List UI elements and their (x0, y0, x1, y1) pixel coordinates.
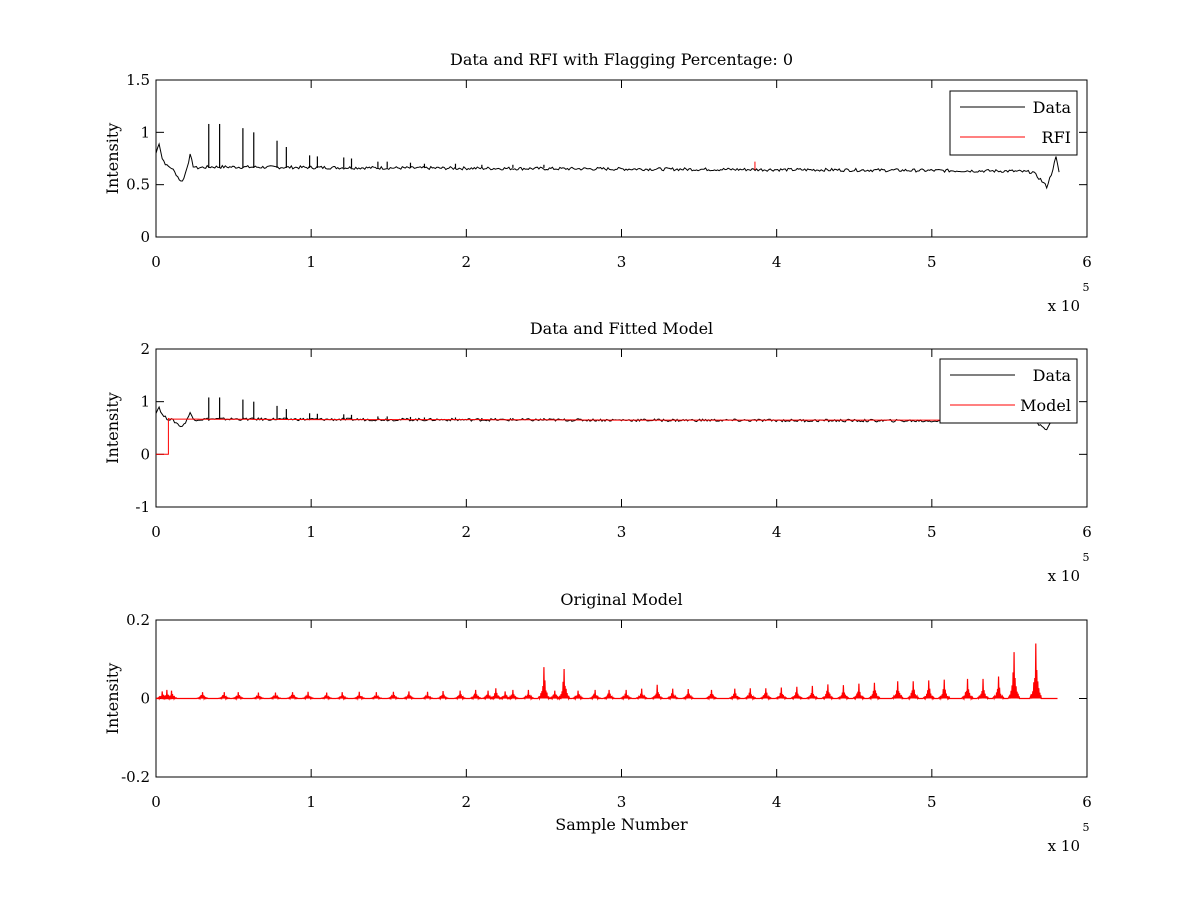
x-tick-label: 3 (617, 253, 627, 271)
x-tick-label: 4 (772, 253, 782, 271)
x-multiplier-exponent: 5 (1083, 821, 1090, 834)
legend: Data RFI (949, 90, 1078, 156)
plot-area (155, 348, 1088, 508)
y-axis-label: Intensity (103, 663, 122, 735)
x-tick-label: 0 (151, 793, 161, 811)
legend-box (949, 90, 1078, 156)
x-tick-label: 6 (1082, 523, 1092, 541)
x-tick-label: 3 (617, 523, 627, 541)
y-tick-label: -0.2 (121, 768, 150, 786)
legend-box (939, 358, 1078, 424)
x-tick-label: 6 (1082, 793, 1092, 811)
chart-panel-1: Data and RFI with Flagging Percentage: 0… (103, 50, 1092, 315)
x-multiplier-exponent: 5 (1083, 281, 1090, 294)
x-tick-label: 5 (927, 793, 937, 811)
legend-entry: Data (1033, 98, 1072, 117)
plot-lines (156, 397, 1060, 455)
x-axis-label: Sample Number (555, 815, 688, 834)
x-tick-label: 1 (306, 523, 316, 541)
y-tick-label: 1.5 (126, 71, 150, 89)
x-tick-label: 5 (927, 253, 937, 271)
legend: Data Model (939, 358, 1078, 424)
legend-entry: RFI (1042, 128, 1071, 147)
series-line-model (156, 643, 1058, 701)
x-multiplier: x 10 (1048, 837, 1080, 855)
x-tick-label: 0 (151, 523, 161, 541)
legend-entry: Data (1033, 366, 1072, 385)
y-tick-label: 1 (140, 123, 150, 141)
x-tick-label: 2 (462, 523, 472, 541)
y-axis-label: Intensity (103, 123, 122, 195)
y-tick-label: 0 (140, 445, 150, 463)
y-axis-label: Intensity (103, 392, 122, 464)
series-line-data (156, 142, 1060, 190)
y-tick-label: 0 (140, 690, 150, 708)
plot-area (155, 79, 1088, 238)
x-tick-label: 1 (306, 793, 316, 811)
y-tick-label: 2 (140, 340, 150, 358)
chart-panel-3: Original Model Intensity Sample Number 0 1 2 3… (103, 590, 1092, 855)
x-tick-label: 1 (306, 253, 316, 271)
x-tick-label: 2 (462, 793, 472, 811)
x-tick-label: 6 (1082, 253, 1092, 271)
x-tick-label: 5 (927, 523, 937, 541)
chart-title: Data and RFI with Flagging Percentage: 0 (450, 50, 793, 69)
x-tick-label: 0 (151, 253, 161, 271)
legend-entry: Model (1020, 396, 1071, 415)
y-tick-label: 1 (140, 393, 150, 411)
y-tick-label: 0.5 (126, 176, 150, 194)
x-tick-label: 4 (772, 523, 782, 541)
chart-title: Original Model (560, 590, 682, 609)
x-tick-label: 3 (617, 793, 627, 811)
y-tick-label: 0.2 (126, 611, 150, 629)
x-tick-label: 4 (772, 793, 782, 811)
x-multiplier: x 10 (1048, 297, 1080, 315)
x-multiplier-exponent: 5 (1083, 551, 1090, 564)
plot-lines (156, 123, 1060, 190)
x-tick-label: 2 (462, 253, 472, 271)
plot-lines (156, 643, 1058, 701)
series-line-model (156, 417, 1010, 455)
chart-title: Data and Fitted Model (530, 319, 713, 338)
x-multiplier: x 10 (1048, 567, 1080, 585)
y-tick-label: 0 (140, 228, 150, 246)
y-tick-label: -1 (135, 498, 150, 516)
